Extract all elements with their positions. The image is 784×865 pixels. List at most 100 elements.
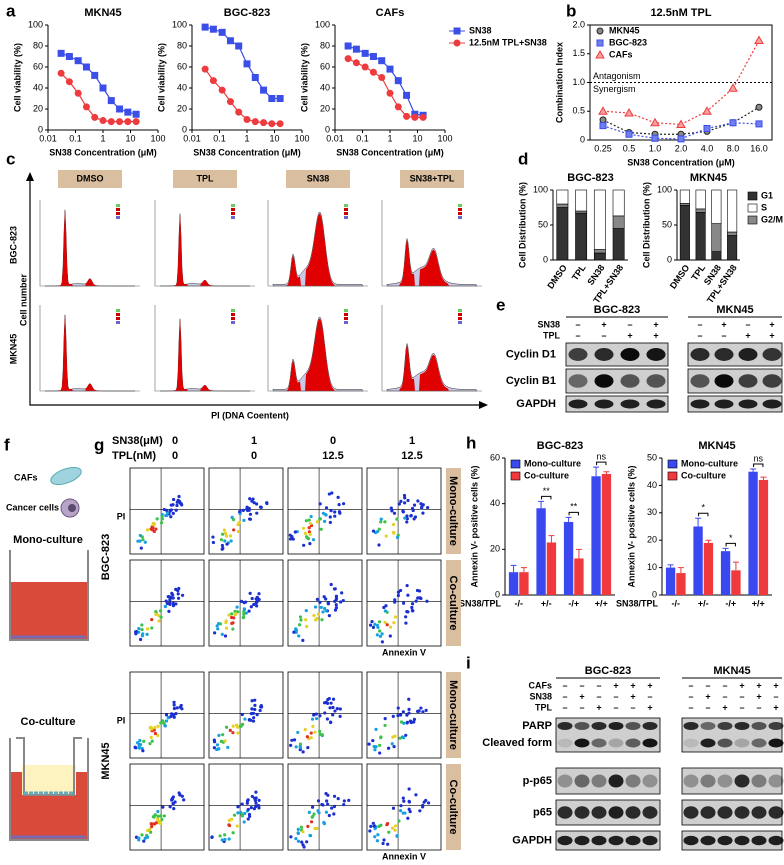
band: [591, 835, 607, 846]
dot: [375, 633, 379, 637]
y-axis-label: Annexin V- positive cells (%): [626, 465, 636, 587]
legend-chip: [344, 317, 348, 320]
data-point: [226, 37, 234, 45]
legend-chip: [231, 212, 235, 215]
sign: –: [722, 680, 727, 690]
band: [734, 774, 750, 788]
dot: [395, 535, 400, 540]
band: [734, 806, 750, 819]
dot: [162, 814, 166, 818]
dot: [405, 721, 409, 725]
dot: [180, 503, 184, 507]
dot: [180, 794, 184, 798]
dot: [385, 823, 389, 827]
band: [608, 738, 624, 748]
dot: [297, 623, 302, 627]
dot: [396, 706, 400, 710]
dot: [392, 621, 396, 625]
band: [751, 738, 767, 748]
x-tick-label: +/+: [752, 598, 765, 608]
dot: [238, 512, 242, 516]
dot: [141, 538, 145, 542]
x-tick-label: 100: [150, 133, 165, 143]
dot: [141, 749, 145, 753]
data-point: [124, 118, 132, 126]
dot: [235, 605, 239, 609]
dot: [250, 699, 254, 703]
blot: [681, 767, 783, 795]
condition-label: Mono-culture: [447, 680, 459, 750]
data-point: [403, 91, 411, 99]
dot: [324, 506, 329, 510]
dot: [340, 591, 344, 595]
legend-swatch: [667, 471, 678, 481]
y-axis-label: Cell number: [18, 274, 28, 327]
dot: [314, 712, 318, 716]
sign: –: [596, 680, 601, 690]
band: [642, 806, 658, 819]
dot: [229, 539, 233, 543]
dot: [228, 534, 233, 538]
x-tick-label: -/+: [725, 598, 736, 608]
cell-line-label: MKN45: [100, 742, 112, 779]
legend-chip: [458, 321, 462, 324]
y-tick-label: 0.5: [572, 106, 585, 116]
treatment-label: TPL(nM): [112, 450, 156, 462]
group-label: MKN45: [716, 304, 753, 316]
dot: [218, 834, 222, 838]
sign: +: [647, 680, 652, 690]
bar-segment: [711, 223, 722, 252]
column-header-box: [173, 170, 237, 188]
data-point: [361, 63, 369, 71]
column-header-box: [286, 170, 350, 188]
chart-title: MKN45: [84, 7, 121, 19]
treatment-level: 12.5: [322, 450, 343, 462]
sign: –: [688, 691, 693, 701]
dot: [339, 600, 343, 604]
dot: [416, 499, 420, 503]
dot: [257, 592, 261, 596]
dot: [245, 801, 249, 805]
dot: [223, 739, 227, 743]
bar: [693, 526, 703, 595]
sign: –: [630, 702, 635, 712]
band: [762, 348, 782, 361]
dot: [418, 809, 422, 813]
x-tick-label: 4.0: [701, 143, 714, 153]
legend-marker: [596, 39, 604, 47]
dot: [324, 513, 328, 517]
band: [625, 806, 641, 819]
dot: [424, 798, 428, 803]
bar: [703, 542, 714, 595]
sign: –: [739, 691, 744, 701]
dot: [219, 538, 224, 542]
dot: [334, 603, 338, 607]
dot: [294, 630, 298, 634]
dot: [148, 742, 152, 746]
dot: [248, 512, 253, 516]
data-point: [91, 71, 99, 79]
dot: [373, 835, 377, 839]
dot: [250, 596, 254, 601]
dot: [411, 609, 415, 613]
dot: [222, 528, 227, 532]
dot: [322, 595, 326, 599]
dot: [302, 543, 306, 547]
dot: [331, 705, 335, 710]
significance-bracket: [541, 495, 552, 500]
dot: [305, 624, 309, 629]
y-tick-label: 60: [320, 61, 330, 71]
data-point: [57, 69, 65, 77]
band: [620, 399, 640, 409]
dot: [296, 831, 300, 835]
dot: [327, 696, 331, 701]
dot: [331, 713, 335, 717]
dot: [412, 503, 417, 507]
y-axis-label: Cell Distribution (%): [517, 182, 527, 268]
dot: [303, 531, 308, 535]
data-point: [729, 119, 737, 127]
band: [608, 722, 624, 730]
x-tick-label: 1: [244, 133, 249, 143]
data-point: [124, 108, 132, 116]
band: [568, 348, 588, 361]
